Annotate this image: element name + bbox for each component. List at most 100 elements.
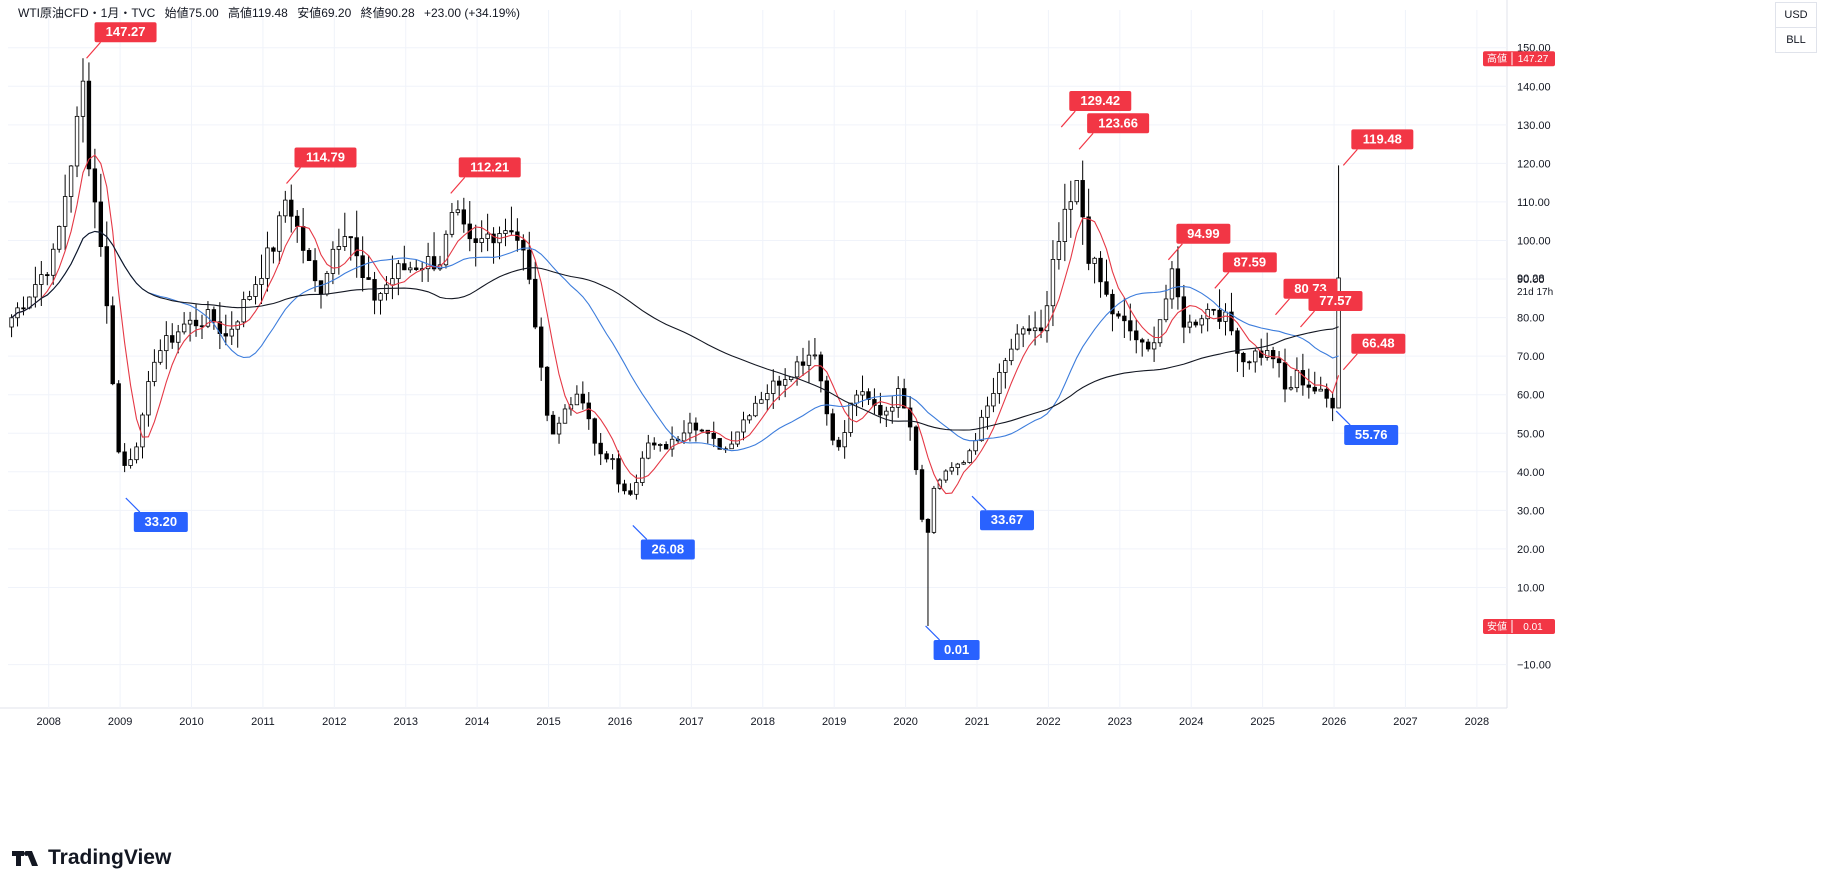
candle	[497, 226, 502, 260]
candle	[979, 409, 984, 442]
candle	[1181, 284, 1187, 344]
candle	[21, 296, 26, 316]
candle	[527, 231, 532, 285]
candle	[1270, 346, 1276, 369]
candle	[431, 232, 437, 272]
candle	[646, 434, 651, 460]
brand-footer[interactable]: TradingView	[12, 846, 171, 870]
candle	[51, 243, 56, 285]
candle	[1015, 324, 1020, 351]
candle	[122, 443, 127, 473]
candle	[366, 255, 371, 280]
candle	[693, 417, 699, 442]
candle	[544, 366, 550, 422]
candle	[640, 451, 645, 487]
candle	[235, 320, 240, 348]
x-tick-label: 2014	[465, 716, 489, 728]
candle	[985, 396, 990, 430]
candle	[241, 291, 246, 328]
high-label: 114.79	[286, 147, 357, 184]
candle	[1294, 357, 1300, 393]
svg-text:66.48: 66.48	[1362, 336, 1395, 351]
candle	[580, 381, 586, 410]
candle	[836, 436, 841, 451]
candle	[616, 450, 621, 493]
candle	[461, 197, 467, 233]
svg-text:87.59: 87.59	[1234, 254, 1267, 269]
candle	[146, 370, 151, 427]
open-value: 始値75.00	[164, 6, 219, 20]
candle	[592, 417, 597, 456]
candle	[818, 351, 824, 393]
candle	[1062, 183, 1068, 262]
candle	[604, 451, 609, 463]
candle	[1140, 337, 1145, 357]
x-tick-label: 2021	[965, 716, 989, 728]
candle	[622, 479, 627, 495]
candle	[300, 207, 306, 264]
candle	[1312, 371, 1317, 395]
y-tick-label: 30.00	[1517, 505, 1545, 517]
candle	[1116, 310, 1121, 319]
y-tick-label: 70.00	[1517, 351, 1545, 363]
brand-name: TradingView	[48, 846, 172, 869]
candle	[437, 255, 443, 271]
svg-text:77.57: 77.57	[1319, 293, 1352, 308]
low-label: 33.67	[971, 495, 1035, 531]
y-tick-label: 100.00	[1517, 235, 1551, 247]
candle	[164, 321, 169, 370]
candle	[372, 271, 377, 315]
svg-text:安値: 安値	[1487, 620, 1507, 633]
candle	[658, 443, 663, 452]
symbol-name[interactable]: WTI原油CFD・1月・TVC	[18, 6, 156, 20]
x-tick-label: 2020	[893, 716, 917, 728]
candle	[289, 184, 294, 233]
candle	[479, 220, 484, 253]
candle	[961, 460, 966, 465]
candle	[1056, 222, 1062, 270]
candle	[1318, 376, 1323, 392]
candle	[455, 200, 461, 216]
candle	[503, 218, 508, 247]
candle	[610, 454, 615, 470]
candle	[104, 221, 109, 324]
candle	[354, 210, 359, 278]
symbol-header: WTI原油CFD・1月・TVC 始値75.00 高値119.48 安値69.20…	[18, 4, 526, 21]
candle	[1276, 351, 1282, 378]
unit-button[interactable]: BLL	[1775, 27, 1817, 53]
candle	[92, 148, 98, 229]
candle	[247, 290, 252, 301]
candle	[396, 260, 401, 296]
x-tick-label: 2022	[1036, 716, 1060, 728]
low-label: 26.08	[632, 525, 695, 560]
candle	[491, 227, 496, 264]
ma-line-6	[11, 154, 1340, 495]
candle	[890, 395, 895, 424]
candle	[223, 314, 228, 346]
candle	[116, 380, 121, 454]
high-label: 147.27	[86, 22, 157, 59]
candle	[860, 375, 865, 408]
candle	[473, 224, 478, 267]
candle	[283, 190, 288, 223]
currency-button[interactable]: USD	[1775, 2, 1817, 28]
svg-text:94.99: 94.99	[1187, 226, 1220, 241]
candle	[265, 231, 270, 292]
candle	[598, 433, 603, 466]
candle	[699, 428, 705, 433]
candle	[110, 296, 115, 386]
candle	[217, 302, 223, 350]
candle	[80, 58, 86, 143]
candle	[68, 165, 74, 213]
candle	[62, 174, 68, 251]
svg-text:0.01: 0.01	[1523, 622, 1543, 633]
candle	[1217, 289, 1222, 330]
high-label: 123.66	[1078, 113, 1150, 150]
change-value: +23.00 (+34.19%)	[423, 6, 521, 20]
x-tick-label: 2025	[1250, 716, 1274, 728]
low-label: 33.20	[125, 497, 188, 533]
high-label: 66.48	[1342, 333, 1406, 371]
svg-text:123.66: 123.66	[1098, 115, 1138, 130]
all-time-low-badge: 安値 0.01	[1483, 618, 1555, 634]
